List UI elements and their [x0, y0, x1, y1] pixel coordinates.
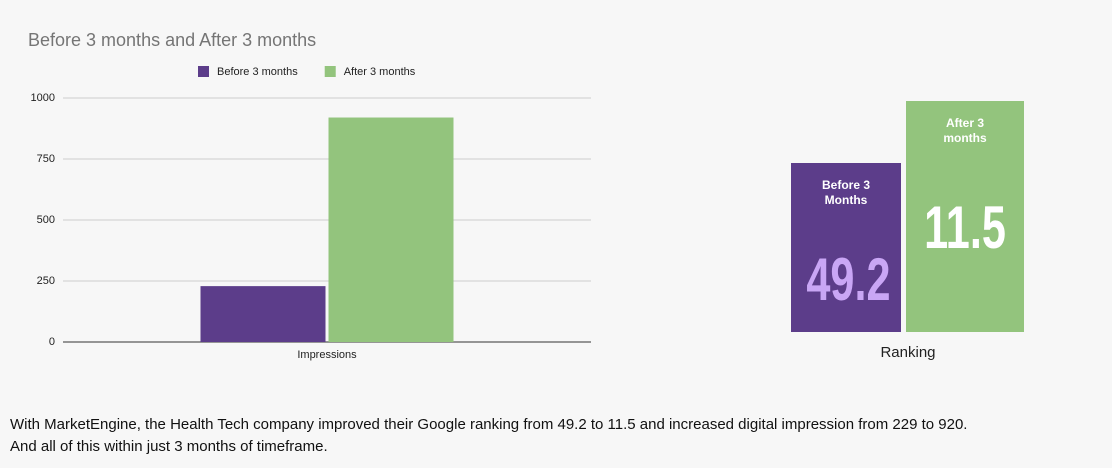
chart-title: Before 3 months and After 3 months	[28, 30, 316, 50]
chart: Before 3 months and After 3 months 0 250 5…	[28, 30, 591, 361]
ranking-box: Before 3 Months 49.2	[791, 163, 901, 332]
y-tick-label: 500	[37, 214, 55, 226]
y-tick-label: 1000	[31, 92, 55, 104]
y-tick-label: 250	[37, 275, 55, 287]
ranking-item-value: 49.2	[806, 246, 891, 313]
x-tick-label: Impressions	[297, 349, 357, 361]
ranking-item-value: 11.5	[924, 194, 1006, 261]
legend-label: Before 3 months	[217, 66, 298, 78]
caption-line: With MarketEngine, the Health Tech compa…	[10, 416, 968, 433]
y-tick-label: 0	[49, 336, 55, 348]
ranking-item-label: After 3 months	[943, 116, 987, 145]
bar	[200, 286, 326, 342]
legend-swatch	[198, 66, 209, 77]
legend-swatch	[324, 66, 336, 77]
ranking-item-label: Before 3 Months	[821, 178, 871, 207]
y-tick-label: 750	[37, 153, 55, 165]
caption-line: And all of this within just 3 months of …	[10, 438, 328, 455]
legend-label: After 3 months	[344, 66, 416, 78]
ranking-box: After 3 months 11.5	[906, 101, 1024, 332]
bar	[328, 117, 454, 343]
ranking-label: Ranking	[880, 344, 936, 361]
